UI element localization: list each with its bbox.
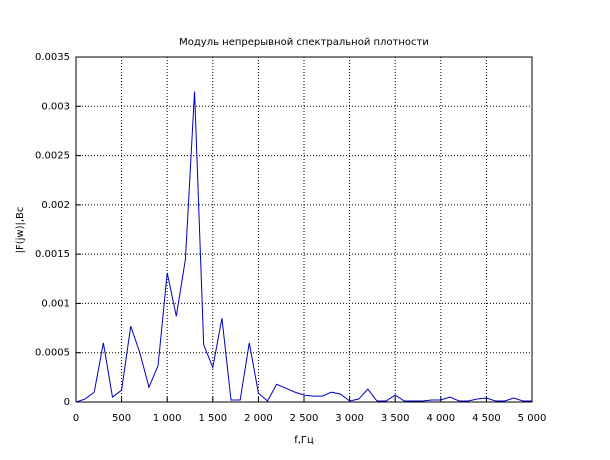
y-tick-label: 0.003 bbox=[41, 101, 70, 112]
x-tick-label: 3 500 bbox=[381, 413, 410, 424]
x-tick-label: 1 000 bbox=[153, 413, 182, 424]
x-tick-label: 3 000 bbox=[335, 413, 364, 424]
y-tick-label: 0 bbox=[64, 397, 70, 408]
data-line bbox=[75, 91, 532, 403]
y-tick-label: 0.0035 bbox=[35, 52, 70, 63]
y-tick-label: 0.0015 bbox=[35, 249, 70, 260]
y-tick-label: 0.0005 bbox=[35, 348, 70, 359]
y-axis-label: |F(jw)|,Вс bbox=[15, 207, 26, 254]
x-tick-label: 2 000 bbox=[244, 413, 273, 424]
x-tick-label: 2 500 bbox=[290, 413, 319, 424]
x-tick-label: 4 000 bbox=[426, 413, 455, 424]
x-tick-label: 4 500 bbox=[472, 413, 501, 424]
x-axis-label: f,Гц bbox=[294, 435, 314, 446]
x-tick-label: 1 500 bbox=[198, 413, 227, 424]
x-tick-label: 0 bbox=[73, 413, 79, 424]
y-tick-label: 0.002 bbox=[41, 200, 70, 211]
plot-frame bbox=[75, 56, 533, 403]
chart-title: Модуль непрерывной спектральной плотност… bbox=[179, 37, 429, 48]
y-tick-label: 0.0025 bbox=[35, 151, 70, 162]
x-tick-label: 5 000 bbox=[518, 413, 547, 424]
x-tick-label: 500 bbox=[112, 413, 131, 424]
y-tick-label: 0.001 bbox=[41, 298, 70, 309]
